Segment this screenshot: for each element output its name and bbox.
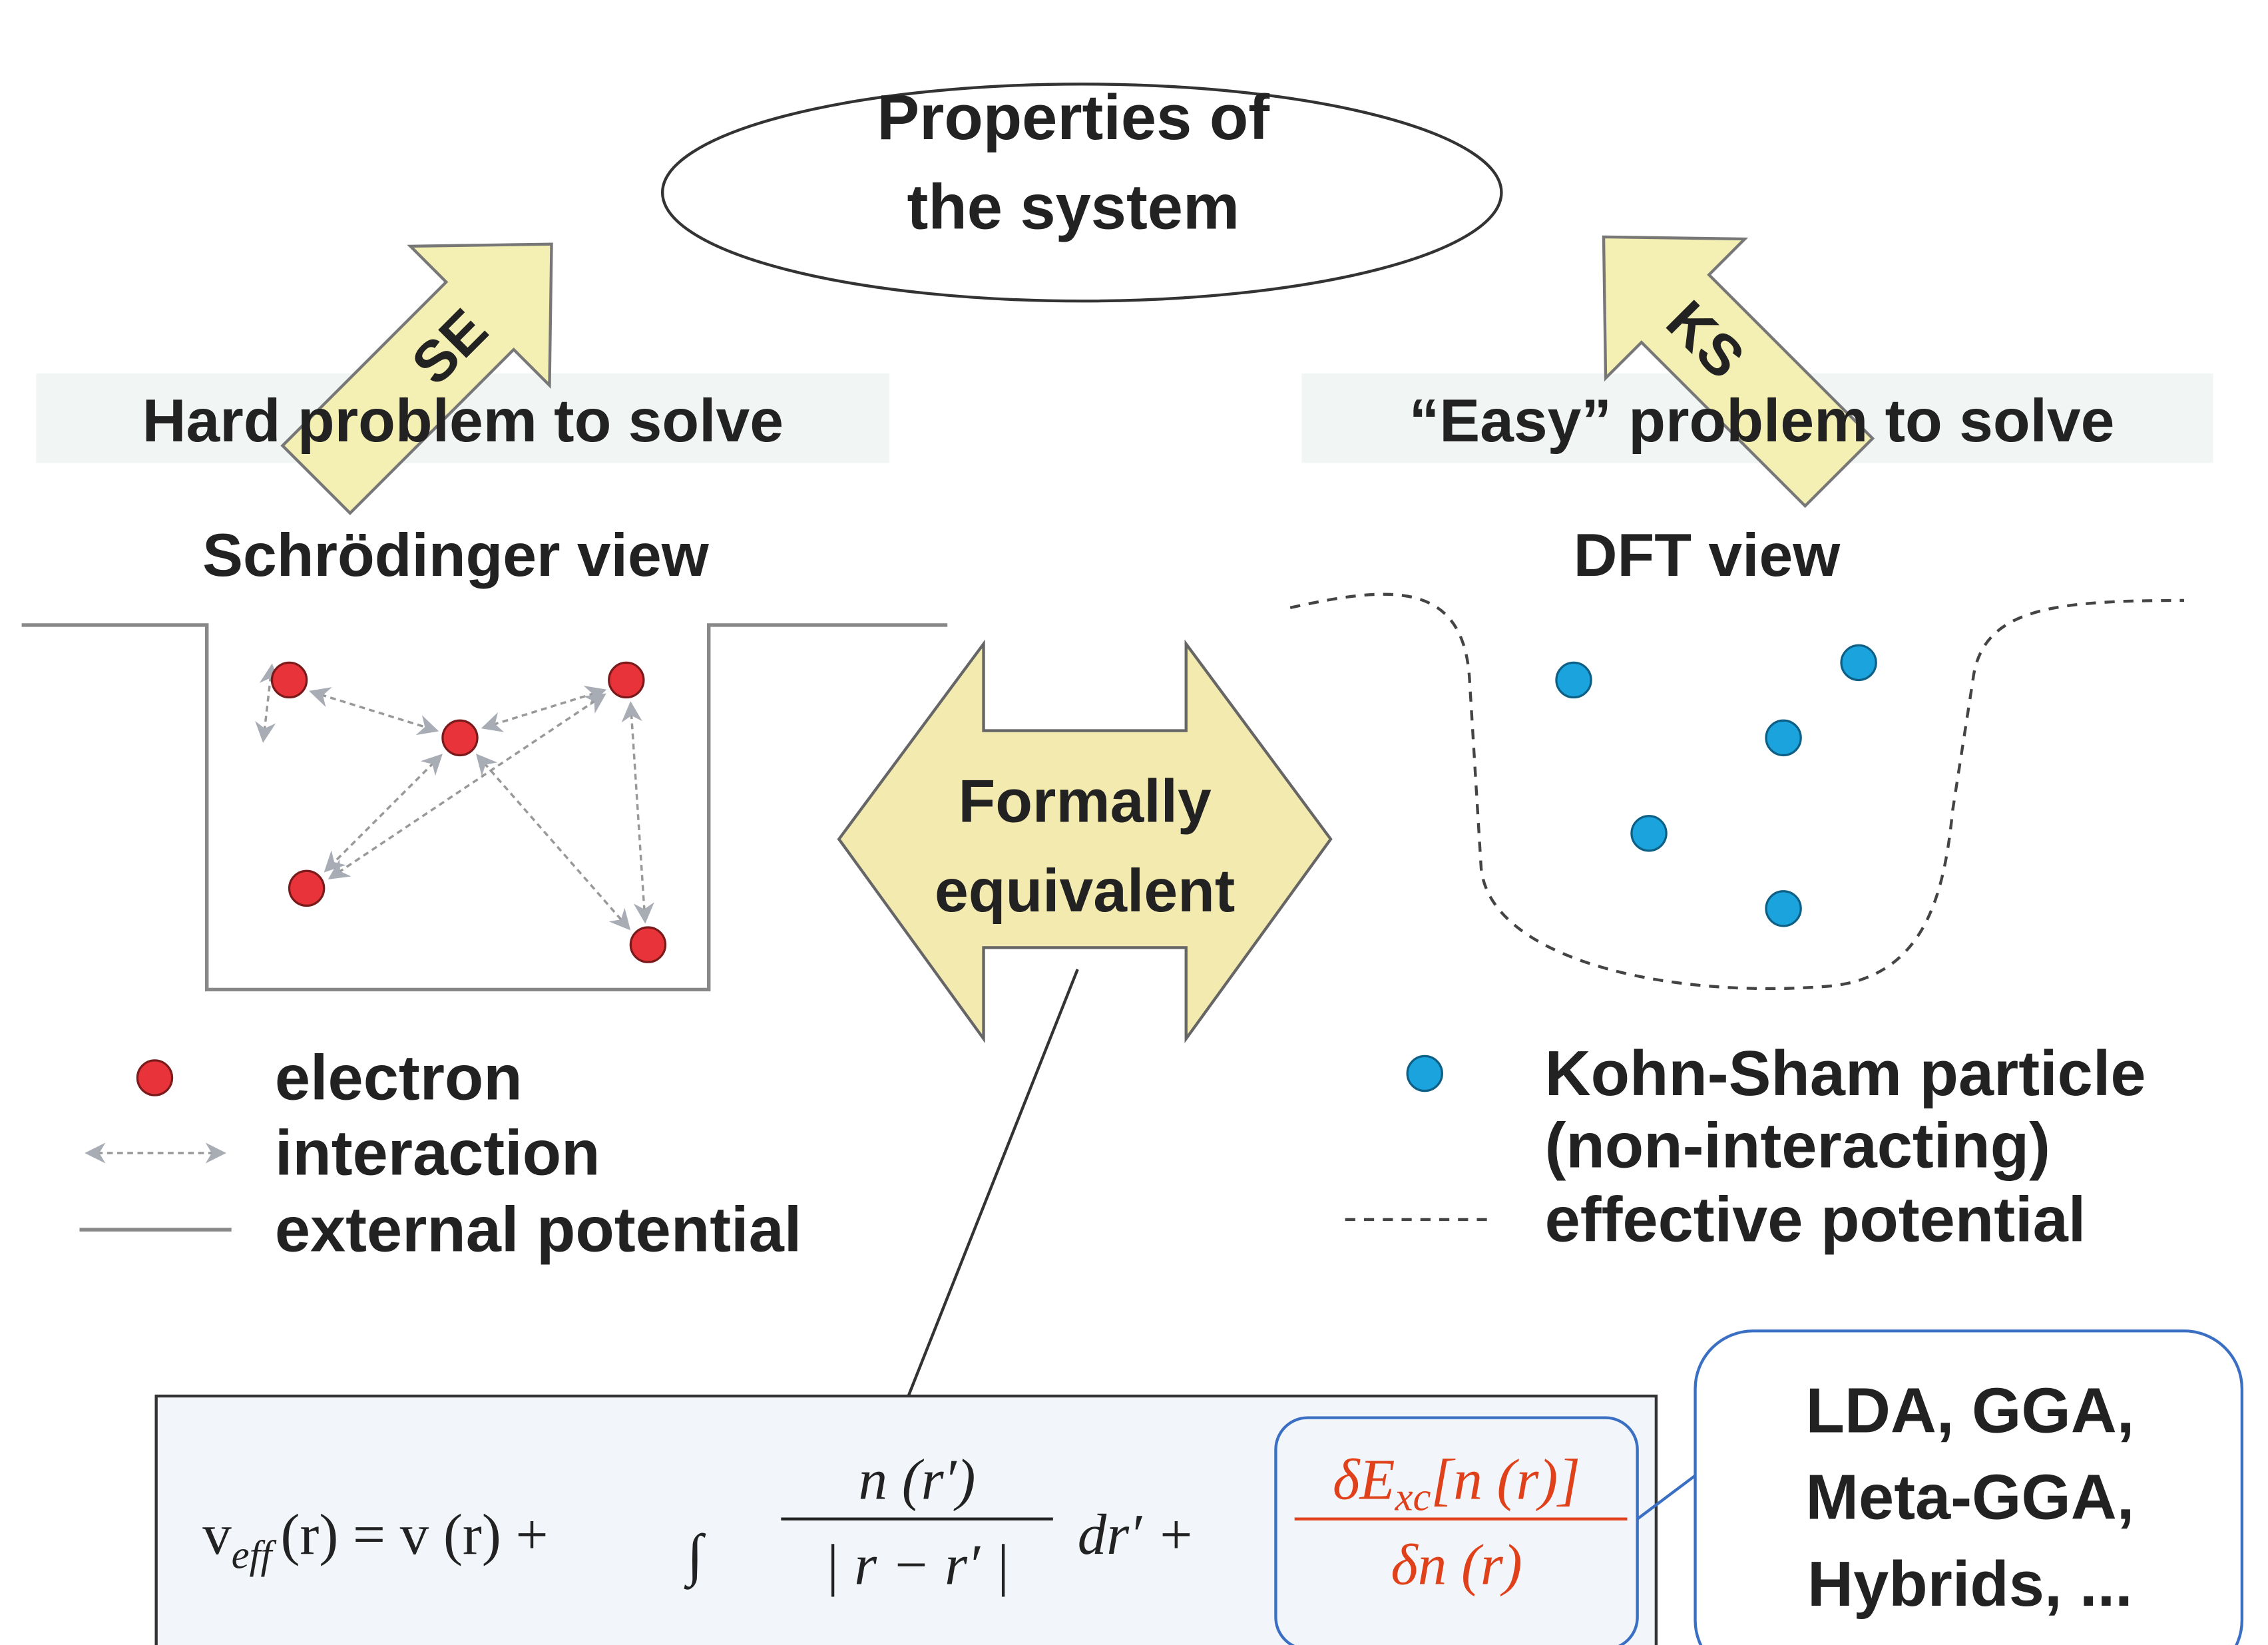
xc-connector [1636, 1474, 1696, 1521]
functional: Meta-GGA, [1805, 1462, 2134, 1533]
ks-particles [1555, 644, 1877, 927]
eq-denominator: | r − r′ | [824, 1532, 1011, 1596]
functionals-box [1694, 1329, 2244, 1645]
xc-denominator: δn (r) [1391, 1532, 1522, 1596]
eq-numerator: n (r′) [859, 1447, 976, 1511]
external-potential [21, 623, 948, 992]
xc-sub: xc [1395, 1475, 1431, 1520]
functional: LDA, GGA, [1805, 1375, 2134, 1446]
interactions [255, 663, 654, 931]
center-line: Formally [958, 767, 1212, 835]
functional: Hybrids, ... [1807, 1548, 2133, 1620]
xc-rest: [n (r)] [1431, 1447, 1581, 1511]
legend-text: (non-interacting) [1545, 1110, 2050, 1182]
legend-text: effective potential [1545, 1184, 2086, 1256]
equation-box [154, 1394, 1658, 1645]
legend-ks [1406, 1055, 1443, 1092]
legend-text: electron [275, 1043, 523, 1114]
effective-potential [1289, 592, 2184, 991]
ellipse [660, 83, 1503, 303]
ks-arrow: KS [1602, 235, 1875, 509]
se-arrow: SE [280, 242, 553, 515]
eq-lhs: veff (r) = v (r) + [202, 1503, 548, 1578]
electrons [270, 661, 667, 963]
legend-text: interaction [275, 1118, 600, 1189]
double-arrow [837, 639, 1333, 1044]
eq-integral: ∫ [684, 1523, 706, 1590]
problem: Hard problem to solve [142, 387, 784, 455]
top-line: Properties of [877, 82, 1270, 153]
eq-differential: dr′ + [1078, 1503, 1196, 1566]
problem: “Easy” problem to solve [1409, 387, 2115, 455]
top-line: the system [907, 172, 1240, 243]
legend-text: external potential [275, 1194, 801, 1266]
legend-electron [136, 1059, 174, 1096]
xc-numerator: δExc[n (r)] [1333, 1447, 1580, 1519]
xc-box [1274, 1416, 1639, 1645]
center-line: equivalent [935, 857, 1235, 925]
xc-e: δE [1333, 1447, 1395, 1511]
legend-text: Kohn-Sham particle [1545, 1038, 2146, 1109]
eq-v: v [202, 1503, 232, 1566]
view: DFT view [1574, 521, 1841, 589]
connector [907, 969, 1079, 1397]
view: Schrödinger view [202, 521, 710, 589]
eq-rest: (r) = v (r) + [280, 1503, 548, 1566]
eq-sub: eff [232, 1533, 277, 1578]
